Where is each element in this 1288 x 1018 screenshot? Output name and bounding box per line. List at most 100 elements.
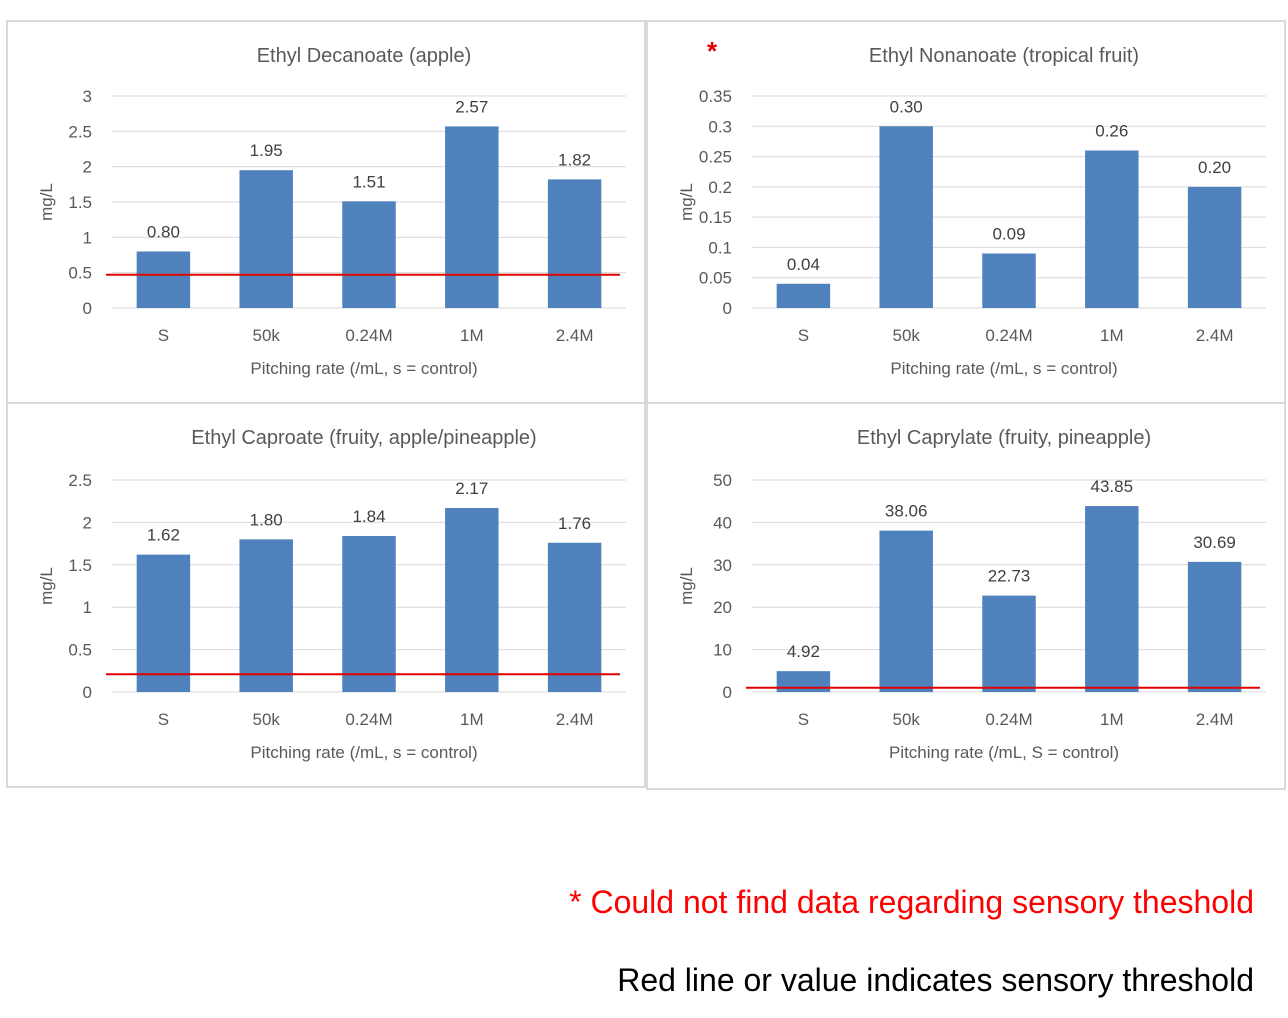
chart-title: Ethyl Caproate (fruity, apple/pineapple) [191,427,536,449]
bar [136,251,191,308]
x-tick-label: 50k [252,326,280,345]
data-label: 38.06 [885,502,928,521]
data-label: 30.69 [1193,533,1236,552]
y-tick-label: 40 [713,513,732,532]
bar [445,507,499,692]
x-axis-title: Pitching rate (/mL, S = control) [889,743,1119,762]
x-tick-label: 50k [252,710,280,729]
bar [445,126,499,309]
bar [1187,561,1242,692]
data-label: 1.80 [250,510,283,529]
data-label: 0.26 [1095,122,1128,141]
y-tick-label: 0 [83,299,92,318]
chart-panel-ethyl-caprylate: Ethyl Caprylate (fruity, pineapple) 0 10 20… [646,402,1286,790]
x-axis-title: Pitching rate (/mL, s = control) [250,743,477,762]
y-tick-label: 0.05 [699,269,732,288]
x-tick-label: 1M [460,326,484,345]
y-tick-label: 3 [83,87,92,106]
bar [239,170,293,308]
x-tick-label: 1M [1100,326,1124,345]
x-tick-label: S [158,326,169,345]
bar [982,595,1036,692]
data-label: 1.82 [558,150,591,169]
bar [342,535,396,692]
x-tick-label: 2.4M [556,710,594,729]
y-tick-label: 20 [713,598,732,617]
x-tick-label: S [158,710,169,729]
bar [776,283,831,308]
x-tick-label: 0.24M [345,710,392,729]
chart-ethyl-nonanoate: Ethyl Nonanoate (tropical fruit) * 0 0.05 0.… [677,36,1266,378]
data-label: 1.84 [352,507,385,526]
bar [1085,150,1139,308]
x-tick-label: S [798,710,809,729]
data-label: 0.04 [787,255,820,274]
bar [776,671,831,692]
data-label: 0.80 [147,222,180,241]
x-tick-label: 0.24M [985,326,1032,345]
data-label: 1.76 [558,514,591,533]
y-tick-label: 10 [713,641,732,660]
y-tick-label: 0.5 [68,641,92,660]
y-tick-label: 0.15 [699,208,732,227]
y-tick-label: 1.5 [68,193,92,212]
x-tick-label: 50k [892,710,920,729]
data-label: 1.95 [250,141,283,160]
y-tick-label: 0.25 [699,148,732,167]
data-label: 4.92 [787,642,820,661]
x-axis-title: Pitching rate (/mL, s = control) [890,359,1117,378]
data-label: 0.20 [1198,158,1231,177]
y-tick-label: 1.5 [68,556,92,575]
data-label: 2.57 [455,97,488,116]
threshold-legend-note: Red line or value indicates sensory thre… [617,962,1254,998]
chart-panel-ethyl-caproate: Ethyl Caproate (fruity, apple/pineapple)… [6,402,646,788]
y-tick-label: 0.3 [708,117,732,136]
x-tick-label: 1M [460,710,484,729]
bar [547,179,602,308]
x-axis-title: Pitching rate (/mL, s = control) [250,359,477,378]
bar [1085,506,1139,692]
y-axis-title: mg/L [37,183,56,221]
y-axis-title: mg/L [677,183,696,221]
y-tick-label: 2 [83,513,92,532]
chart-title: Ethyl Nonanoate (tropical fruit) [869,45,1139,67]
bar [239,539,293,692]
x-tick-label: 50k [892,326,920,345]
bar [879,530,933,692]
data-label: 2.17 [455,479,488,498]
y-tick-label: 2.5 [68,122,92,141]
y-tick-label: 2 [83,158,92,177]
x-tick-label: S [798,326,809,345]
y-tick-label: 50 [713,471,732,490]
data-label: 0.09 [992,224,1025,243]
bar [1187,186,1242,308]
no-data-asterisk: * [707,36,718,66]
y-tick-label: 0 [83,683,92,702]
bar [547,542,602,692]
y-tick-label: 0.35 [699,87,732,106]
chart-panel-ethyl-nonanoate: Ethyl Nonanoate (tropical fruit) * 0 0.05 0.… [646,20,1286,404]
no-threshold-data-note: * Could not find data regarding sensory … [569,884,1254,920]
y-tick-label: 0.5 [68,264,92,283]
y-tick-label: 0 [723,683,732,702]
data-label: 0.30 [890,97,923,116]
data-label: 22.73 [988,567,1031,586]
bar [982,253,1036,308]
y-axis-title: mg/L [677,567,696,605]
data-label: 1.51 [352,172,385,191]
x-tick-label: 0.24M [345,326,392,345]
chart-title: Ethyl Decanoate (apple) [257,45,472,67]
data-label: 1.62 [147,526,180,545]
chart-panel-ethyl-decanoate: Ethyl Decanoate (apple) 0 0.5 1 1.5 2 2.5 3 0.80… [6,20,646,404]
y-tick-label: 0.2 [708,178,732,197]
y-tick-label: 1 [83,228,92,247]
bar [879,126,933,309]
y-axis-title: mg/L [37,567,56,605]
chart-ethyl-caproate: Ethyl Caproate (fruity, apple/pineapple)… [37,427,626,762]
chart-ethyl-decanoate: Ethyl Decanoate (apple) 0 0.5 1 1.5 2 2.5 3 0.80… [37,45,626,378]
x-tick-label: 1M [1100,710,1124,729]
chart-ethyl-caprylate: Ethyl Caprylate (fruity, pineapple) 0 10 20… [677,427,1266,762]
y-tick-label: 0.1 [708,238,732,257]
y-tick-label: 2.5 [68,471,92,490]
y-tick-label: 0 [723,299,732,318]
